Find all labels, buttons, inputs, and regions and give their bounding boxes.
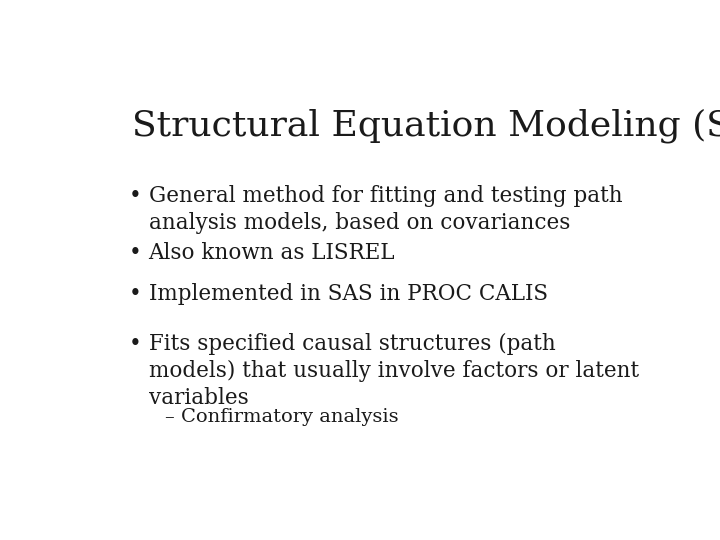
Text: General method for fitting and testing path
analysis models, based on covariance: General method for fitting and testing p… <box>148 185 622 234</box>
Text: •: • <box>129 241 142 264</box>
Text: •: • <box>129 185 142 207</box>
Text: •: • <box>129 283 142 305</box>
Text: Structural Equation Modeling (SEM): Structural Equation Modeling (SEM) <box>132 109 720 143</box>
Text: Also known as LISREL: Also known as LISREL <box>148 241 395 264</box>
Text: Fits specified causal structures (path
models) that usually involve factors or l: Fits specified causal structures (path m… <box>148 333 639 409</box>
Text: – Confirmatory analysis: – Confirmatory analysis <box>166 408 399 426</box>
Text: Implemented in SAS in PROC CALIS: Implemented in SAS in PROC CALIS <box>148 283 548 305</box>
Text: •: • <box>129 333 142 355</box>
